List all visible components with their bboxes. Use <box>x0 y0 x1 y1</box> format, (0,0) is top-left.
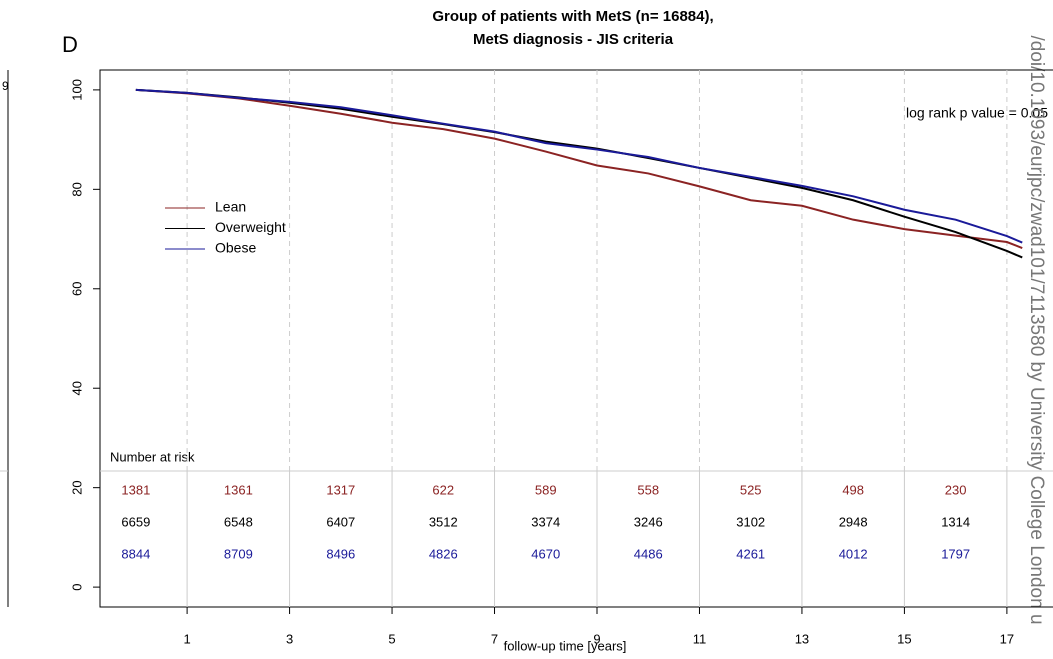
legend-label: Obese <box>215 240 256 256</box>
y-tick-label: 60 <box>69 282 84 296</box>
watermark: /doi/10.1093/eurjpc/zwad101/7113580 by U… <box>1026 35 1047 624</box>
risk-count: 3512 <box>429 514 458 529</box>
risk-table-title: Number at risk <box>110 449 195 464</box>
risk-count: 622 <box>432 482 454 497</box>
y-tick-label: 0 <box>69 583 84 590</box>
x-tick-label: 13 <box>795 631 809 646</box>
x-tick-label: 7 <box>491 631 498 646</box>
y-tick-label: 40 <box>69 381 84 395</box>
plot-frame <box>99 69 1053 608</box>
x-tick-label: 17 <box>1000 631 1014 646</box>
x-tick-label: 3 <box>286 631 293 646</box>
risk-count: 6659 <box>121 514 150 529</box>
survival-curve <box>135 88 1023 244</box>
risk-count: 4261 <box>736 546 765 561</box>
left-panel-fragment: 9 <box>2 79 9 93</box>
risk-count: 6407 <box>326 514 355 529</box>
y-tick-label: 80 <box>69 182 84 196</box>
risk-count: 8709 <box>224 546 253 561</box>
risk-count: 8496 <box>326 546 355 561</box>
risk-count: 3246 <box>634 514 663 529</box>
risk-count: 4486 <box>634 546 663 561</box>
risk-count: 1361 <box>224 482 253 497</box>
panel-label: D <box>62 32 78 57</box>
risk-count: 3374 <box>531 514 560 529</box>
risk-count: 3102 <box>736 514 765 529</box>
legend-label: Lean <box>215 199 246 215</box>
risk-count: 230 <box>945 482 967 497</box>
risk-count: 558 <box>637 482 659 497</box>
chart-subtitle: MetS diagnosis - JIS criteria <box>473 31 674 48</box>
risk-count: 1317 <box>326 482 355 497</box>
x-tick-label: 5 <box>388 631 395 646</box>
survival-curve <box>135 88 1023 249</box>
risk-count: 4826 <box>429 546 458 561</box>
risk-count: 498 <box>842 482 864 497</box>
risk-count: 1314 <box>941 514 970 529</box>
risk-count: 1381 <box>121 482 150 497</box>
risk-count: 4012 <box>839 546 868 561</box>
risk-count: 589 <box>535 482 557 497</box>
y-tick-label: 100 <box>69 79 84 101</box>
x-axis-label: follow-up time [years] <box>504 638 627 653</box>
x-tick-label: 1 <box>183 631 190 646</box>
chart-title: Group of patients with MetS (n= 16884), <box>432 8 713 25</box>
risk-count: 6548 <box>224 514 253 529</box>
legend-label: Overweight <box>215 219 286 235</box>
risk-count: 525 <box>740 482 762 497</box>
y-tick-label: 20 <box>69 480 84 494</box>
annotation: log rank p value = 0.05 <box>906 105 1048 121</box>
x-tick-label: 15 <box>897 631 911 646</box>
x-tick-label: 11 <box>693 631 707 646</box>
x-tick-label: 9 <box>593 631 600 646</box>
risk-count: 1797 <box>941 546 970 561</box>
risk-count: 4670 <box>531 546 560 561</box>
risk-count: 2948 <box>839 514 868 529</box>
risk-count: 8844 <box>121 546 150 561</box>
